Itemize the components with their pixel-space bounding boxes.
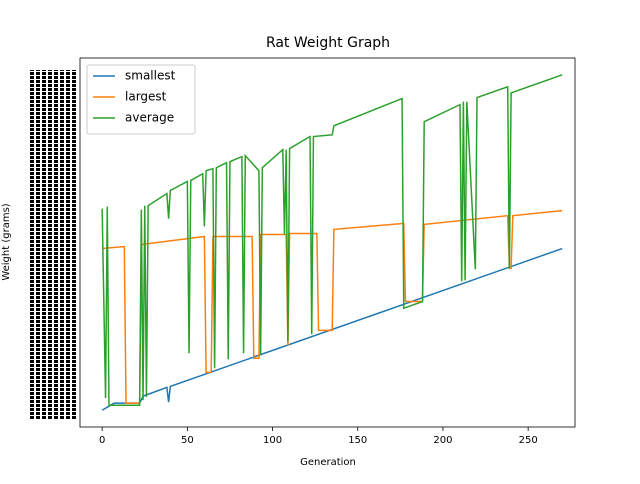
- legend-label: largest: [125, 90, 167, 104]
- legend-box: [86, 64, 196, 135]
- x-tick-label: 200: [433, 435, 452, 446]
- x-axis-label: Generation: [300, 457, 356, 468]
- series-line: [101, 74, 563, 406]
- x-tick-label: 150: [348, 435, 367, 446]
- x-tick-label: 0: [99, 435, 105, 446]
- series-line: [102, 209, 563, 404]
- x-tick-label: 100: [263, 435, 282, 446]
- chart-title: Rat Weight Graph: [266, 35, 390, 51]
- tick-label-clutter: [28, 70, 76, 420]
- y-axis-label: Weight (grams): [1, 203, 12, 280]
- axes-frame: [79, 57, 576, 428]
- x-tick-label: 250: [519, 435, 538, 446]
- legend-label: average: [125, 111, 174, 125]
- series-line: [101, 247, 563, 411]
- plot-area: 0 50 100 150 200 250 smallest largest average: [79, 57, 576, 446]
- x-tick-label: 50: [181, 435, 194, 446]
- legend-label: smallest: [125, 69, 176, 83]
